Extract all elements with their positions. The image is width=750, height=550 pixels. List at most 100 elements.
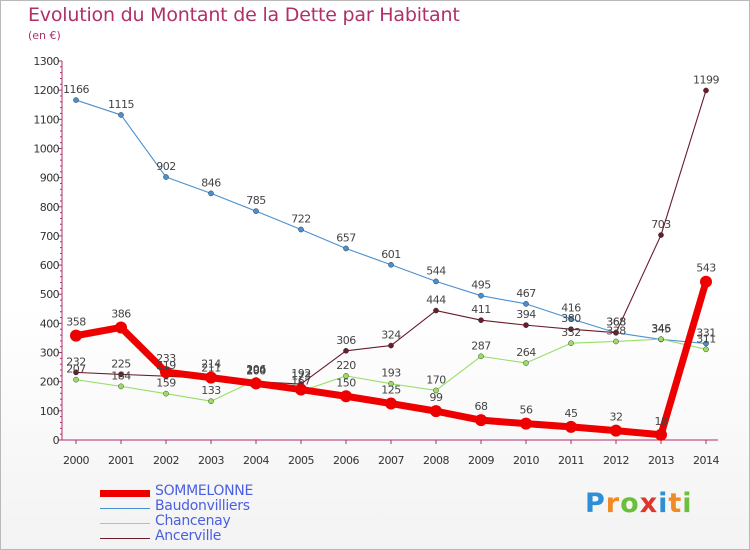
data-label: 846 bbox=[201, 176, 221, 189]
data-label: 544 bbox=[426, 264, 446, 277]
data-label: 703 bbox=[651, 218, 671, 231]
data-point bbox=[340, 390, 352, 403]
y-tick-label: 1200 bbox=[33, 84, 59, 97]
x-tick-label: 2011 bbox=[558, 454, 584, 467]
legend-label: Baudonvilliers bbox=[155, 498, 250, 514]
data-label: 192 bbox=[291, 367, 311, 380]
data-label: 45 bbox=[565, 407, 578, 420]
data-point bbox=[118, 383, 124, 390]
data-label: 220 bbox=[336, 359, 356, 372]
data-label: 380 bbox=[561, 312, 581, 325]
y-tick-label: 300 bbox=[40, 347, 60, 360]
data-point bbox=[658, 336, 664, 342]
data-label: 184 bbox=[111, 369, 131, 382]
data-label: 264 bbox=[516, 346, 536, 359]
legend-swatch bbox=[100, 523, 150, 524]
y-tick-label: 1000 bbox=[33, 142, 59, 155]
y-tick-label: 0 bbox=[53, 434, 60, 447]
data-point bbox=[163, 390, 169, 397]
data-label: 150 bbox=[336, 376, 356, 389]
data-point bbox=[478, 317, 484, 323]
x-tick-label: 2000 bbox=[63, 454, 89, 467]
data-point bbox=[115, 321, 127, 334]
x-tick-label: 2009 bbox=[468, 454, 494, 467]
data-label: 68 bbox=[475, 400, 488, 413]
data-point bbox=[163, 174, 169, 180]
data-point bbox=[568, 315, 574, 322]
data-point bbox=[118, 112, 124, 118]
logo-letter: i bbox=[682, 488, 693, 519]
data-label: 56 bbox=[520, 404, 533, 417]
data-label: 214 bbox=[201, 358, 221, 371]
data-point bbox=[478, 292, 484, 299]
data-label: 233 bbox=[156, 352, 176, 365]
data-label: 368 bbox=[606, 316, 626, 329]
x-tick-label: 2003 bbox=[198, 454, 224, 467]
proxiti-logo: Proxiti bbox=[585, 488, 693, 519]
data-label: 159 bbox=[156, 377, 176, 390]
data-point bbox=[478, 353, 484, 360]
data-point bbox=[160, 366, 172, 379]
data-label: 18 bbox=[655, 415, 668, 428]
data-label: 657 bbox=[336, 231, 356, 244]
data-label: 133 bbox=[201, 384, 221, 397]
series-line bbox=[75, 99, 707, 345]
data-label: 206 bbox=[246, 363, 266, 376]
data-point bbox=[295, 383, 307, 396]
x-tick-label: 2004 bbox=[243, 454, 269, 467]
data-point bbox=[568, 326, 574, 333]
data-point bbox=[343, 347, 349, 354]
data-label: 495 bbox=[471, 279, 491, 292]
data-point bbox=[388, 261, 394, 268]
data-point bbox=[613, 338, 619, 345]
data-point bbox=[343, 373, 349, 379]
data-point bbox=[253, 208, 259, 214]
data-point bbox=[298, 226, 304, 233]
data-label: 32 bbox=[610, 411, 623, 424]
data-point bbox=[385, 397, 397, 410]
chart-title: Evolution du Montant de la Dette par Hab… bbox=[28, 4, 460, 26]
data-point bbox=[73, 376, 79, 383]
data-point bbox=[118, 371, 124, 378]
y-tick-label: 800 bbox=[40, 201, 60, 214]
data-label: 338 bbox=[606, 324, 626, 337]
data-label: 225 bbox=[111, 357, 131, 370]
data-point bbox=[343, 245, 349, 252]
data-point bbox=[613, 329, 619, 336]
data-point bbox=[430, 405, 442, 418]
chart-data-labels: 1166 1115 902 846 785 722 657 601 544 495 467 416 36… bbox=[63, 73, 720, 428]
data-point bbox=[205, 371, 217, 384]
x-tick-label: 2012 bbox=[603, 454, 629, 467]
data-label: 332 bbox=[561, 326, 581, 339]
data-point bbox=[475, 414, 487, 427]
data-point bbox=[568, 340, 574, 347]
y-tick-label: 1100 bbox=[33, 113, 59, 126]
data-label: 394 bbox=[516, 308, 536, 321]
x-tick-label: 2007 bbox=[378, 454, 404, 467]
y-tick-label: 600 bbox=[40, 259, 60, 272]
x-tick-label: 2005 bbox=[288, 454, 314, 467]
data-label: 219 bbox=[156, 359, 176, 372]
data-label: 194 bbox=[246, 363, 266, 376]
data-label: 543 bbox=[696, 262, 716, 275]
data-label: 167 bbox=[291, 374, 311, 387]
logo-letter: t bbox=[668, 488, 683, 519]
data-label: 306 bbox=[336, 334, 356, 347]
y-tick-label: 400 bbox=[40, 317, 60, 330]
y-tick-label: 900 bbox=[40, 172, 60, 185]
data-point bbox=[388, 380, 394, 387]
data-point bbox=[250, 377, 262, 390]
x-tick-label: 2013 bbox=[648, 454, 674, 467]
data-label: 902 bbox=[156, 160, 176, 173]
data-label: 1166 bbox=[63, 83, 89, 96]
data-label: 416 bbox=[561, 302, 581, 315]
data-point bbox=[520, 417, 532, 430]
data-point bbox=[70, 329, 82, 342]
data-label: 99 bbox=[430, 391, 443, 404]
logo-letter: o bbox=[620, 488, 640, 519]
data-point bbox=[433, 387, 439, 394]
chart-points bbox=[70, 87, 712, 441]
data-label: 1115 bbox=[108, 98, 134, 111]
